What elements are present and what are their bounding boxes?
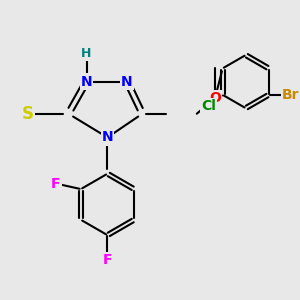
Text: S: S bbox=[22, 105, 34, 123]
Text: N: N bbox=[121, 75, 133, 88]
Text: O: O bbox=[209, 92, 221, 105]
Text: F: F bbox=[51, 176, 61, 190]
Text: H: H bbox=[81, 47, 92, 60]
Text: Cl: Cl bbox=[201, 99, 216, 113]
Text: F: F bbox=[103, 253, 112, 267]
Text: Br: Br bbox=[282, 88, 299, 102]
Text: N: N bbox=[102, 130, 113, 144]
Text: N: N bbox=[81, 75, 92, 88]
